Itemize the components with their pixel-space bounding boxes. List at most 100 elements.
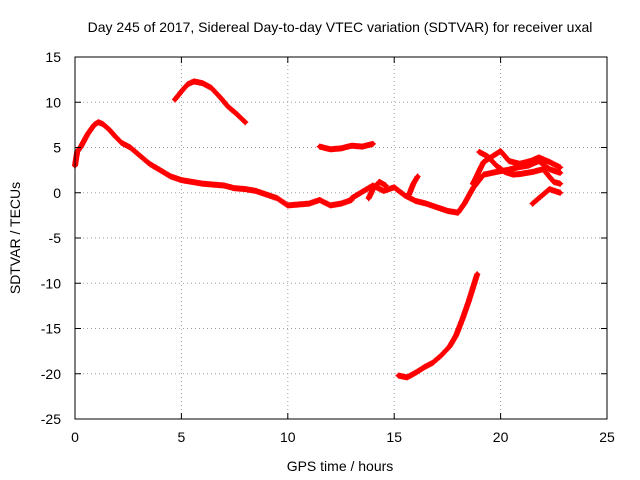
data-point	[494, 163, 499, 168]
data-point	[296, 202, 301, 207]
data-point	[147, 161, 152, 166]
y-axis-label: SDTVAR / TECUs	[7, 182, 23, 294]
data-point	[366, 195, 371, 201]
x-tick-label: 20	[493, 429, 509, 445]
data-point	[547, 186, 552, 192]
data-point	[106, 127, 112, 132]
data-point	[411, 181, 416, 186]
data-point	[447, 344, 452, 349]
data-point	[485, 154, 491, 159]
data-point	[226, 104, 231, 109]
data-point	[557, 170, 563, 176]
data-point	[338, 146, 344, 151]
data-point	[113, 134, 118, 139]
y-tick-label: -25	[41, 411, 61, 427]
data-point	[434, 205, 439, 210]
data-point	[232, 186, 237, 191]
y-tick-label: 0	[53, 185, 61, 201]
data-point	[349, 195, 354, 201]
data-point	[264, 192, 269, 197]
data-point	[360, 189, 365, 195]
data-point	[477, 149, 482, 155]
data-point	[415, 174, 420, 179]
data-point	[540, 167, 546, 172]
data-point	[317, 197, 322, 203]
series-arc-2	[172, 78, 249, 126]
data-point	[234, 111, 239, 117]
data-point	[381, 188, 386, 194]
data-point	[189, 179, 195, 185]
data-point	[370, 141, 376, 147]
data-point	[402, 193, 408, 198]
data-point	[208, 85, 214, 90]
data-point	[445, 208, 450, 214]
data-point	[74, 149, 80, 155]
data-point	[530, 169, 535, 175]
data-point	[191, 79, 197, 84]
x-axis-label: GPS time / hours	[287, 458, 394, 474]
data-point	[168, 174, 173, 179]
data-point	[338, 201, 344, 206]
y-tick-label: -15	[41, 321, 61, 337]
data-point	[85, 131, 90, 137]
data-point	[185, 81, 190, 87]
data-point	[519, 171, 525, 176]
y-tick-label: -20	[41, 366, 61, 382]
data-point	[119, 140, 125, 146]
data-point	[360, 144, 365, 149]
data-point	[506, 158, 512, 164]
data-point	[328, 203, 333, 208]
data-point	[455, 210, 461, 215]
grid	[75, 57, 607, 419]
data-point	[494, 169, 499, 175]
data-point	[557, 181, 563, 186]
chart-title: Day 245 of 2017, Sidereal Day-to-day VTE…	[88, 19, 593, 35]
data-point	[128, 145, 133, 150]
data-point	[317, 144, 322, 149]
data-point	[413, 198, 418, 204]
data-point	[547, 159, 552, 165]
data-point	[383, 183, 388, 188]
data-point	[421, 365, 427, 370]
data-point	[91, 122, 97, 128]
data-point	[179, 89, 184, 94]
series-arc-9	[529, 186, 564, 207]
data-point	[517, 161, 522, 166]
data-point	[100, 121, 105, 127]
data-point	[474, 272, 480, 277]
data-point	[466, 299, 471, 304]
data-point	[285, 203, 290, 208]
data-point	[370, 186, 376, 192]
data-point	[211, 182, 216, 187]
data-point	[528, 158, 533, 164]
y-tick-label: 15	[45, 49, 61, 65]
data-point	[200, 81, 205, 86]
data-point	[498, 148, 503, 154]
data-point	[253, 188, 259, 194]
axis-ticks	[74, 56, 608, 420]
data-point	[453, 333, 459, 338]
data-point	[306, 201, 312, 206]
series-arc-10	[395, 271, 481, 381]
data-point	[328, 147, 333, 152]
data-point	[349, 143, 354, 148]
data-point	[200, 181, 205, 186]
data-point	[481, 172, 486, 177]
data-point	[221, 183, 227, 188]
series-arc-5	[365, 178, 389, 202]
y-tick-label: -5	[49, 230, 62, 246]
x-tick-label: 25	[599, 429, 615, 445]
x-tick-label: 15	[386, 429, 402, 445]
data-point	[547, 167, 552, 172]
series-arc-6	[406, 173, 421, 198]
y-tick-label: 10	[45, 94, 61, 110]
data-point	[243, 119, 248, 125]
data-point	[406, 192, 412, 197]
data-point	[462, 201, 467, 206]
x-tick-label: 10	[280, 429, 296, 445]
x-tick-label: 5	[178, 429, 186, 445]
data-point	[392, 185, 397, 190]
data-point	[502, 169, 508, 175]
